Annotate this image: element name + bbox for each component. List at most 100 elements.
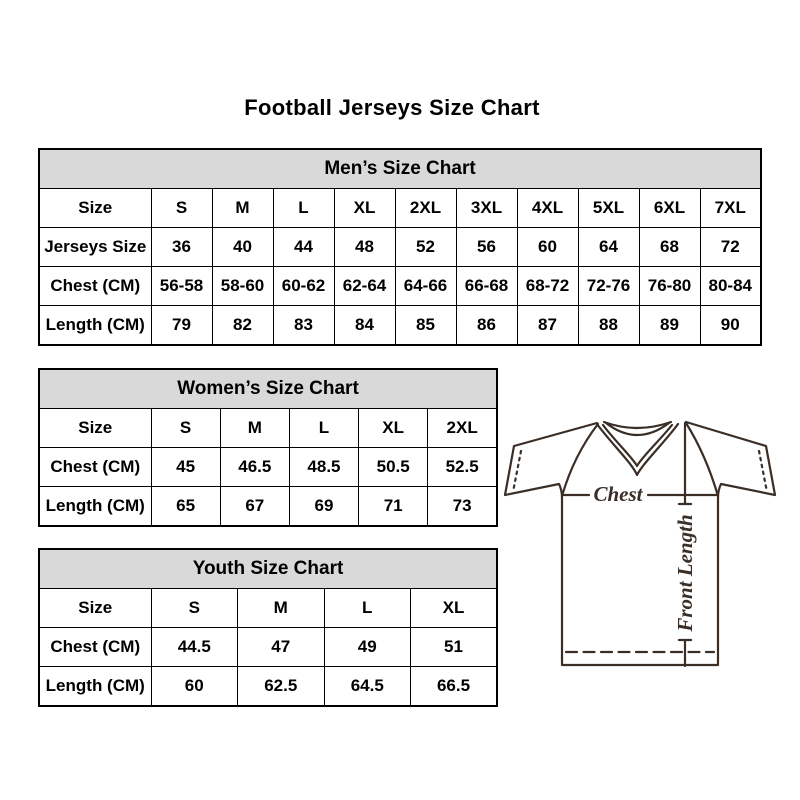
data-cell: 64.5 (323, 666, 411, 707)
table-row: Chest (CM) 44.5 47 49 51 (38, 627, 498, 667)
data-cell: 68-72 (516, 266, 579, 306)
data-cell: 51 (410, 627, 498, 667)
row-label-cell: Length (CM) (38, 486, 152, 527)
data-cell: 60-62 (272, 266, 335, 306)
jersey-right-cuff-stitching (757, 449, 769, 494)
data-cell: 36 (150, 227, 213, 267)
col-header-cell: L (323, 588, 411, 628)
chest-label: Chest (593, 482, 643, 506)
data-cell: 62.5 (237, 666, 325, 707)
row-label-cell: Length (CM) (38, 305, 152, 346)
col-header-cell: 2XL (394, 188, 457, 228)
data-cell: 46.5 (219, 447, 290, 487)
col-header-cell: XL (333, 188, 396, 228)
row-label-cell: Chest (CM) (38, 266, 152, 306)
table-row: Length (CM) 79 82 83 84 85 86 87 88 89 9… (38, 305, 762, 346)
data-cell: 64 (577, 227, 640, 267)
table-row: Chest (CM) 56-58 58-60 60-62 62-64 64-66… (38, 266, 762, 306)
jersey-vneck-outer (595, 422, 680, 477)
data-cell: 48.5 (288, 447, 360, 487)
data-cell: 72 (699, 227, 762, 267)
data-cell: 66-68 (455, 266, 518, 306)
col-header-cell: S (150, 588, 238, 628)
table-row: Chest (CM) 45 46.5 48.5 50.5 52.5 (38, 447, 498, 487)
col-header-cell: L (288, 408, 360, 448)
data-cell: 72-76 (577, 266, 640, 306)
womens-table-title: Women’s Size Chart (38, 368, 498, 409)
front-length-label: Front Length (673, 514, 697, 632)
col-header-cell: M (211, 188, 274, 228)
data-cell: 49 (323, 627, 411, 667)
data-cell: 48 (333, 227, 396, 267)
col-header-cell: 7XL (699, 188, 762, 228)
col-header-cell: XL (410, 588, 498, 628)
mens-table-title: Men’s Size Chart (38, 148, 762, 189)
row-label-cell: Chest (CM) (38, 627, 152, 667)
col-header-cell: M (237, 588, 325, 628)
data-cell: 73 (427, 486, 498, 527)
data-cell: 83 (272, 305, 335, 346)
page-title: Football Jerseys Size Chart (244, 95, 540, 120)
data-cell: 79 (150, 305, 213, 346)
data-cell: 52.5 (427, 447, 498, 487)
data-cell: 50.5 (358, 447, 429, 487)
data-cell: 86 (455, 305, 518, 346)
col-header-cell: 2XL (427, 408, 498, 448)
data-cell: 60 (516, 227, 579, 267)
row-label-cell: Jerseys Size (38, 227, 152, 267)
col-header-cell: XL (358, 408, 429, 448)
table-row: Length (CM) 60 62.5 64.5 66.5 (38, 666, 498, 707)
table-row: Size S M L XL 2XL (38, 408, 498, 448)
data-cell: 44.5 (150, 627, 238, 667)
data-cell: 56 (455, 227, 518, 267)
data-cell: 71 (358, 486, 429, 527)
data-cell: 87 (516, 305, 579, 346)
youth-table-title: Youth Size Chart (38, 548, 498, 589)
youth-size-table: Youth Size Chart Size S M L XL Chest (CM… (38, 548, 498, 707)
jersey-collar-back-seam (602, 420, 673, 430)
data-cell: 60 (150, 666, 238, 707)
mens-size-table: Men’s Size Chart Size S M L XL 2XL 3XL 4… (38, 148, 762, 346)
jersey-left-cuff-stitching (511, 449, 523, 494)
row-label-cell: Size (38, 408, 152, 448)
row-label-cell: Size (38, 588, 152, 628)
row-label-cell: Length (CM) (38, 666, 152, 707)
data-cell: 68 (638, 227, 701, 267)
data-cell: 82 (211, 305, 274, 346)
data-cell: 69 (288, 486, 360, 527)
data-cell: 64-66 (394, 266, 457, 306)
table-title-row: Women’s Size Chart (38, 368, 498, 409)
table-title-row: Youth Size Chart (38, 548, 498, 589)
data-cell: 45 (150, 447, 221, 487)
table-row: Size S M L XL 2XL 3XL 4XL 5XL 6XL 7XL (38, 188, 762, 228)
data-cell: 44 (272, 227, 335, 267)
jersey-diagram: Chest Front Length (503, 420, 777, 668)
col-header-cell: S (150, 188, 213, 228)
col-header-cell: 3XL (455, 188, 518, 228)
jersey-outline (503, 420, 777, 667)
col-header-cell: S (150, 408, 221, 448)
jersey-vneck-inner (601, 423, 674, 468)
data-cell: 65 (150, 486, 221, 527)
data-cell: 80-84 (699, 266, 762, 306)
row-label-cell: Chest (CM) (38, 447, 152, 487)
data-cell: 66.5 (410, 666, 498, 707)
table-row: Jerseys Size 36 40 44 48 52 56 60 64 68 … (38, 227, 762, 267)
col-header-cell: 4XL (516, 188, 579, 228)
womens-size-table: Women’s Size Chart Size S M L XL 2XL Che… (38, 368, 498, 527)
col-header-cell: L (272, 188, 335, 228)
col-header-cell: 6XL (638, 188, 701, 228)
row-label-cell: Size (38, 188, 152, 228)
data-cell: 56-58 (150, 266, 213, 306)
data-cell: 76-80 (638, 266, 701, 306)
table-title-row: Men’s Size Chart (38, 148, 762, 189)
data-cell: 67 (219, 486, 290, 527)
data-cell: 47 (237, 627, 325, 667)
jersey-collar-band (604, 421, 671, 436)
data-cell: 40 (211, 227, 274, 267)
data-cell: 62-64 (333, 266, 396, 306)
data-cell: 89 (638, 305, 701, 346)
jersey-left-armhole-seam (560, 422, 600, 498)
col-header-cell: 5XL (577, 188, 640, 228)
data-cell: 88 (577, 305, 640, 346)
